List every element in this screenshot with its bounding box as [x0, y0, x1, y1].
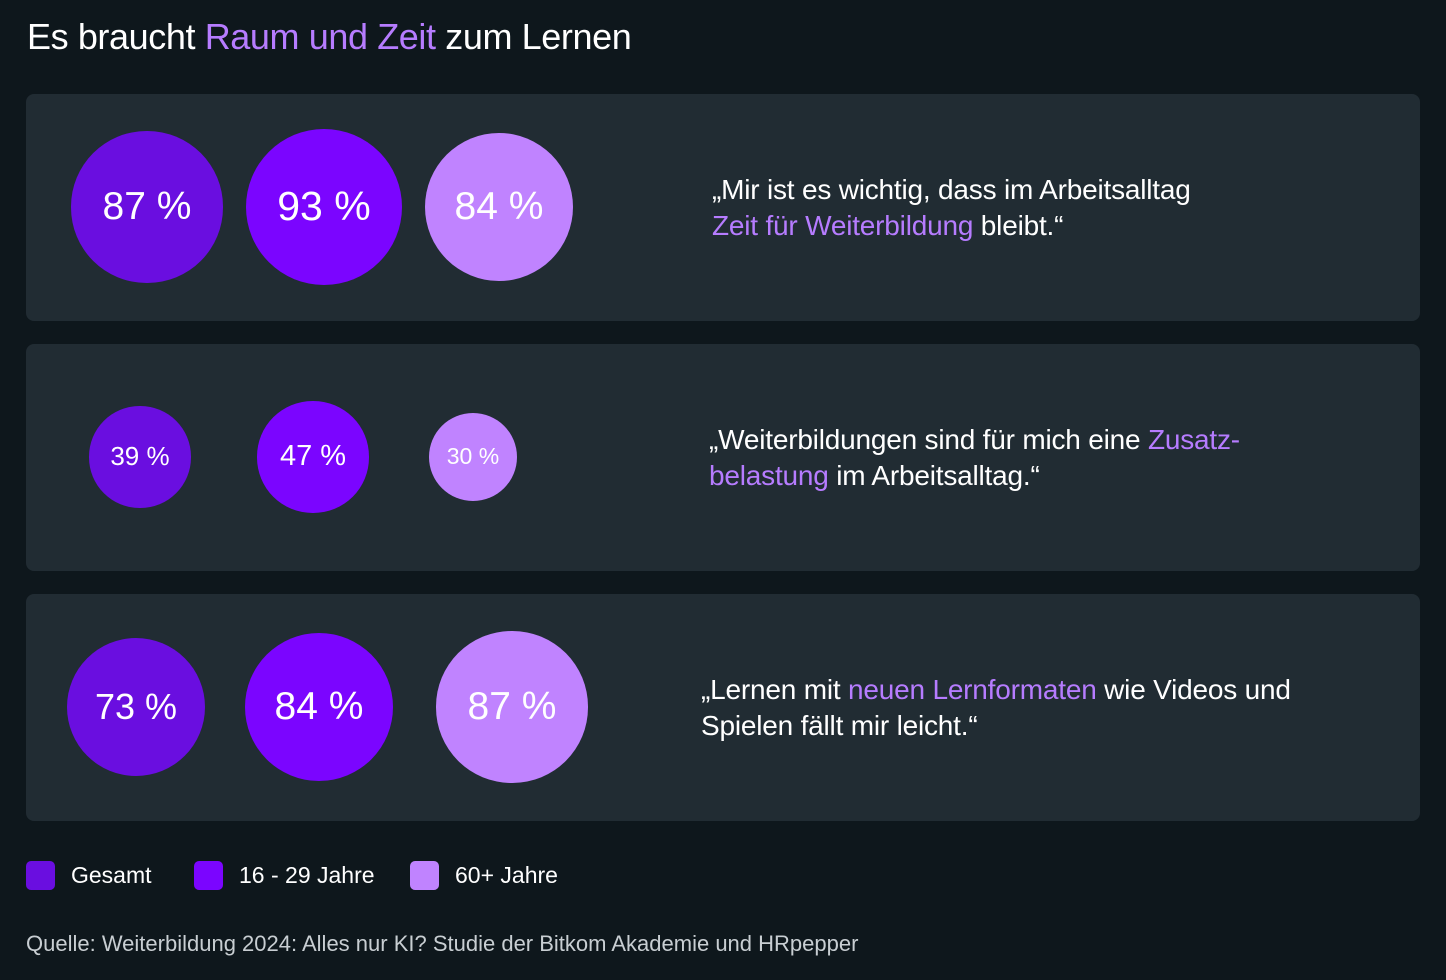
quote-text-end: wie Videos und Spielen fällt mir leicht.… — [701, 674, 1291, 741]
bubble-16-29: 84 % — [244, 632, 394, 782]
bubble-gesamt: 73 % — [66, 637, 206, 777]
legend-swatch — [26, 861, 55, 890]
legend-swatch — [194, 861, 223, 890]
legend-label: 60+ Jahre — [455, 862, 558, 888]
bubble-60-plus: 84 % — [424, 132, 574, 282]
legend-label: Gesamt — [71, 862, 152, 888]
source-note: Quelle: Weiterbildung 2024: Alles nur KI… — [26, 931, 859, 956]
quote-text: „Mir ist es wichtig, dass im Arbeitsallt… — [712, 174, 1191, 205]
quote-accent: Zeit für Weiterbildung — [712, 210, 974, 241]
statement-quote: „Weiterbildungen sind für mich eine Zusa… — [709, 422, 1329, 494]
quote-text: „Lernen mit — [701, 674, 848, 705]
bubble-16-29: 47 % — [257, 401, 369, 513]
statement-panel-2: 39 % 47 % 30 % „Weiterbildungen sind für… — [26, 344, 1420, 571]
legend-item-gesamt: Gesamt — [26, 861, 152, 890]
statement-panel-1: 87 % 93 % 84 % „Mir ist es wichtig, dass… — [26, 94, 1420, 321]
legend-item-16-29: 16 - 29 Jahre — [194, 861, 375, 890]
bubble-60-plus: 87 % — [436, 631, 588, 783]
quote-text-end: im Arbeitsalltag.“ — [828, 460, 1040, 491]
quote-text-end: bleibt.“ — [973, 210, 1064, 241]
legend-item-60-plus: 60+ Jahre — [410, 861, 558, 890]
statement-quote: „Mir ist es wichtig, dass im Arbeitsallt… — [712, 172, 1332, 244]
statement-panel-3: 73 % 84 % 87 % „Lernen mit neuen Lernfor… — [26, 594, 1420, 821]
quote-accent: neuen Lernformaten — [848, 674, 1097, 705]
chart-title: Es braucht Raum und Zeit zum Lernen — [27, 16, 632, 58]
bubble-60-plus: 30 % — [428, 412, 518, 502]
title-part-1: Es braucht — [27, 16, 205, 57]
bubble-16-29: 93 % — [245, 128, 403, 286]
legend-label: 16 - 29 Jahre — [239, 862, 375, 888]
bubble-gesamt: 39 % — [89, 406, 191, 508]
title-part-2: zum Lernen — [435, 16, 632, 57]
quote-accent: Zusatz-belastung — [709, 424, 1240, 491]
statement-quote: „Lernen mit neuen Lernformaten wie Video… — [701, 672, 1321, 744]
title-accent: Raum und Zeit — [204, 16, 436, 57]
bubble-gesamt: 87 % — [71, 131, 223, 283]
legend-swatch — [410, 861, 439, 890]
quote-text: „Weiterbildungen sind für mich eine — [709, 424, 1148, 455]
